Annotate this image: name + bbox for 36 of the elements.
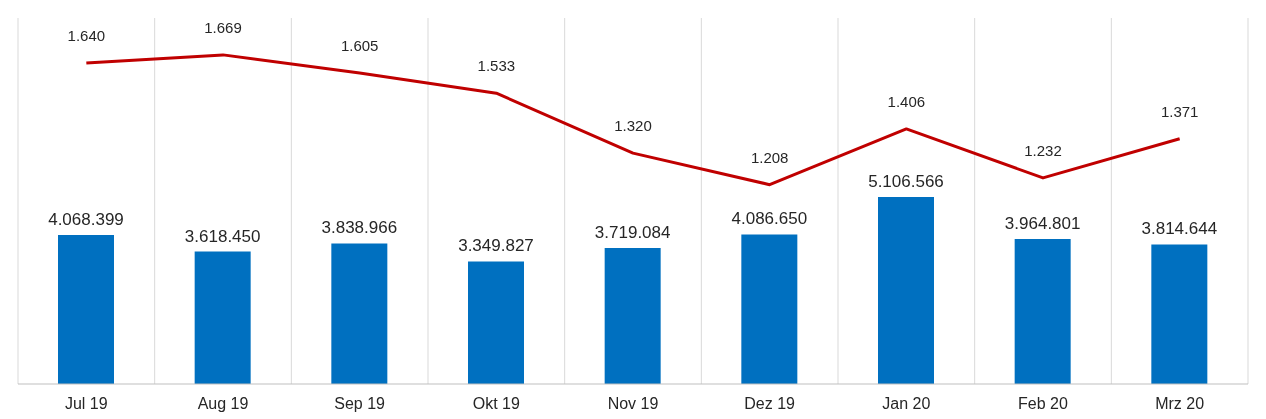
x-tick-label: Jan 20 bbox=[882, 395, 931, 413]
data-label: 3.349.827 bbox=[458, 236, 534, 256]
data-label: 1.232 bbox=[1024, 141, 1062, 159]
bar bbox=[604, 247, 661, 384]
bar bbox=[194, 251, 251, 384]
data-label: 1.669 bbox=[204, 18, 242, 36]
data-label: 3.814.644 bbox=[1141, 219, 1218, 239]
data-label: 5.106.566 bbox=[868, 172, 944, 192]
data-label: 4.068.399 bbox=[48, 210, 124, 230]
data-label: 1.640 bbox=[67, 27, 106, 45]
x-tick-label: Okt 19 bbox=[472, 395, 520, 413]
data-label: 3.618.450 bbox=[184, 226, 261, 246]
x-tick-label: Dez 19 bbox=[744, 395, 796, 413]
data-label: 1.320 bbox=[614, 117, 652, 135]
x-tick-label: Aug 19 bbox=[197, 395, 249, 413]
data-label: 4.086.650 bbox=[731, 209, 808, 229]
x-tick-label: Jul 19 bbox=[64, 395, 108, 413]
data-label: 1.533 bbox=[477, 57, 516, 75]
x-tick-label: Feb 20 bbox=[1018, 395, 1069, 413]
data-label: 1.208 bbox=[750, 148, 789, 166]
data-label: 1.406 bbox=[887, 92, 926, 110]
data-label: 3.719.084 bbox=[594, 222, 671, 242]
bar bbox=[331, 243, 388, 384]
data-label: 3.838.966 bbox=[321, 218, 398, 238]
bar bbox=[741, 234, 798, 384]
bar bbox=[468, 261, 524, 384]
bar bbox=[58, 235, 114, 384]
x-tick-label: Sep 19 bbox=[334, 395, 386, 413]
x-tick-label: Nov 19 bbox=[607, 395, 659, 413]
x-tick-label: Mrz 20 bbox=[1155, 395, 1205, 413]
bar bbox=[1151, 244, 1208, 384]
data-label: 3.964.801 bbox=[1004, 213, 1081, 233]
bar bbox=[878, 197, 934, 384]
bar bbox=[1014, 238, 1071, 384]
data-label: 1.605 bbox=[340, 36, 379, 54]
data-label: 1.371 bbox=[1160, 102, 1199, 120]
